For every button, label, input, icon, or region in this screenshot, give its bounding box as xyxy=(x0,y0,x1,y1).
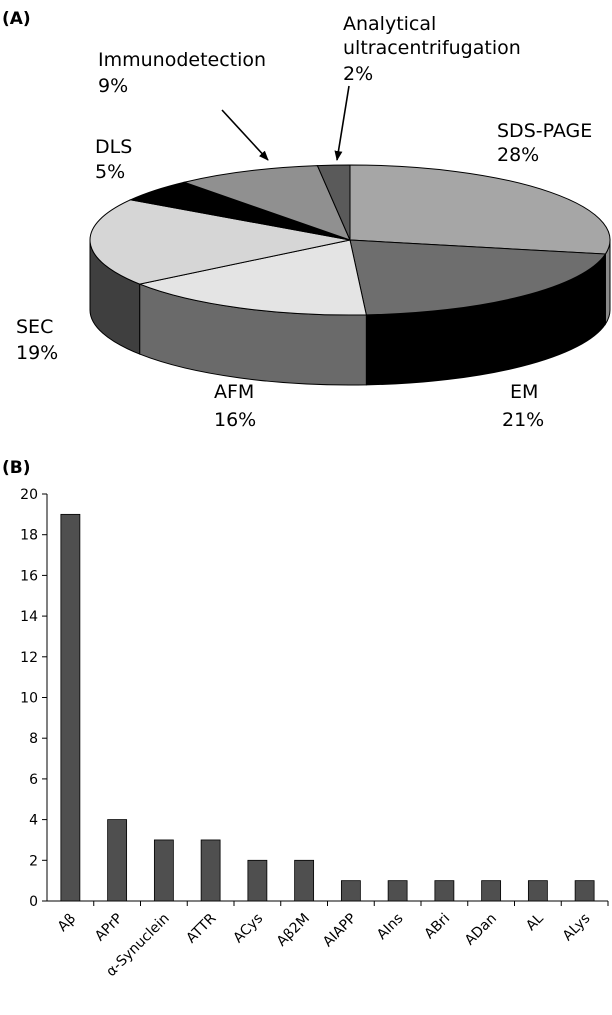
bar-aprp xyxy=(107,819,128,902)
bar-aiapp xyxy=(340,880,361,902)
slice-label-afm: AFM xyxy=(214,381,254,403)
slice-label-analytical-line2: ultracentrifugation xyxy=(343,37,521,59)
bar-attr xyxy=(200,839,221,902)
x-tick-label: AIAPP xyxy=(320,911,360,951)
x-tick-label: ACys xyxy=(230,911,266,947)
pie-slice-analytical-ultracentrifugation xyxy=(316,164,351,241)
pie-slice-em xyxy=(349,239,607,316)
y-tick-label: 8 xyxy=(29,731,38,747)
bar-adan xyxy=(481,880,502,902)
x-tick-label: ATTR xyxy=(183,910,219,946)
slice-label-sec: SEC xyxy=(16,316,53,338)
x-tick-label: AIns xyxy=(374,911,406,943)
slice-pct-immunodetection: 9% xyxy=(98,75,128,97)
y-tick-label: 16 xyxy=(20,568,38,584)
pie-slice-afm xyxy=(137,239,367,316)
x-tick-label: Aβ2M xyxy=(274,911,313,950)
slice-pct-afm: 16% xyxy=(214,409,256,431)
y-tick-label: 12 xyxy=(20,650,38,666)
slice-pct-em: 21% xyxy=(502,409,544,431)
y-tick-label: 20 xyxy=(20,487,38,503)
x-tick-label: APrP xyxy=(92,911,126,945)
bar-ains xyxy=(387,880,408,902)
bar-x-synuclein xyxy=(153,839,174,902)
pie-slice-sds-page xyxy=(349,164,611,255)
bar-al xyxy=(527,880,548,902)
bar-ax2m xyxy=(294,859,315,902)
x-tick-label: ALys xyxy=(560,911,594,945)
slice-pct-dls: 5% xyxy=(95,161,125,183)
slice-label-analytical-line1: Analytical xyxy=(343,13,436,35)
slice-pct-analytical: 2% xyxy=(343,63,373,85)
analytical-leader-arrow xyxy=(334,85,350,161)
y-tick-label: 14 xyxy=(20,609,38,625)
bar-alys xyxy=(574,880,595,902)
slice-pct-sec: 19% xyxy=(16,342,58,364)
x-tick-label: ADan xyxy=(462,911,500,949)
pie-labels: SDS-PAGE 28% EM 21% AFM 16% SEC 19% DLS … xyxy=(16,13,592,431)
slice-label-immunodetection: Immunodetection xyxy=(98,49,266,71)
x-tick-label: Aβ xyxy=(55,911,79,935)
bar-acys xyxy=(247,859,268,902)
slice-label-dls: DLS xyxy=(95,136,132,158)
slice-label-em: EM xyxy=(510,381,538,403)
y-tick-label: 18 xyxy=(20,528,38,544)
slice-label-sds-page: SDS-PAGE xyxy=(497,120,592,142)
y-tick-label: 10 xyxy=(20,691,38,707)
x-tick-label: AL xyxy=(523,910,547,934)
bar-ax xyxy=(60,513,81,902)
x-tick-label: ABri xyxy=(422,911,454,943)
immunodetection-leader-arrow xyxy=(221,109,269,161)
slice-pct-sds-page: 28% xyxy=(497,144,539,166)
bar-abri xyxy=(434,880,455,902)
panel-b-label: (B) xyxy=(2,458,31,478)
y-tick-label: 0 xyxy=(29,894,38,910)
y-tick-label: 4 xyxy=(29,813,38,829)
pie-slice-sec xyxy=(89,199,351,285)
y-tick-label: 6 xyxy=(29,772,38,788)
y-tick-label: 2 xyxy=(29,853,38,869)
panel-a-label: (A) xyxy=(2,9,31,29)
pie-chart xyxy=(89,164,611,386)
pie-slice-immunodetection xyxy=(182,165,351,241)
